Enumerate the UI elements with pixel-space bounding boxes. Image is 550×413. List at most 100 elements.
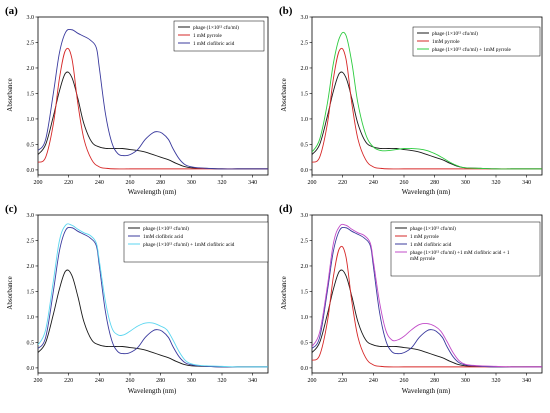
x-tick-label: 340 <box>522 180 531 186</box>
y-tick-label: 1.5 <box>301 289 309 295</box>
x-axis-label: Wavelength (nm) <box>128 387 177 395</box>
legend-box <box>123 221 269 263</box>
x-tick-label: 200 <box>308 180 317 186</box>
series-line <box>312 226 542 368</box>
series-line <box>38 269 268 368</box>
legend-entry: 1 mM pyrrole <box>410 234 440 240</box>
y-tick-label: 1.5 <box>27 91 35 97</box>
y-tick-label: 0.0 <box>301 366 309 372</box>
panel-label: (a) <box>5 5 18 17</box>
legend-entry: phage (1×10¹² cfu/ml) +1 mM clofibric ac… <box>410 249 510 256</box>
x-tick-label: 280 <box>430 378 439 384</box>
x-tick-label: 240 <box>369 378 378 384</box>
y-tick-label: 2.5 <box>27 238 35 244</box>
chart-panel: 200 220 240 260 280 300 320 340 0.0 0.5 1.0 1.5 2.0 2… <box>5 203 269 395</box>
legend-entry: phage (1×10¹² cfu/ml) <box>410 225 456 232</box>
x-tick-label: 260 <box>400 378 409 384</box>
legend-entry: mM pyrrole <box>410 256 436 262</box>
x-axis-label: Wavelength (nm) <box>128 188 177 196</box>
y-tick-label: 3.0 <box>27 213 35 219</box>
legend-entry: phage (1×10¹² cfu/ml) <box>432 30 478 37</box>
y-tick-label: 1.5 <box>301 91 309 97</box>
y-tick-label: 2.0 <box>27 264 35 270</box>
x-tick-label: 300 <box>461 180 470 186</box>
series-line <box>38 71 268 170</box>
y-tick-label: 1.0 <box>301 315 309 321</box>
series-line <box>38 223 268 368</box>
x-tick-label: 260 <box>400 180 409 186</box>
series-line <box>38 28 268 170</box>
legend-entry: 1mM pyrrole <box>432 39 460 45</box>
panel-label: (d) <box>279 203 293 215</box>
x-tick-label: 200 <box>34 378 43 384</box>
legend-box <box>390 221 541 277</box>
y-tick-label: 3.0 <box>301 15 309 21</box>
legend-entry: 1 mM pyrrole <box>193 33 223 39</box>
x-tick-label: 320 <box>218 378 227 384</box>
legend-entry: phage (1×10¹² cfu/ml) + 1mM clofibric ac… <box>143 241 235 248</box>
legend-entry: phage (1×10¹² cfu/ml) <box>143 225 189 232</box>
chart-panel: 200 220 240 260 280 300 320 340 0.0 0.5 1.0 1.5 2.0 2… <box>5 5 269 196</box>
y-tick-label: 0.0 <box>27 366 35 372</box>
panel-label: (b) <box>279 5 293 17</box>
x-tick-label: 280 <box>430 180 439 186</box>
y-tick-label: 1.0 <box>301 117 309 123</box>
y-tick-label: 1.0 <box>27 117 35 123</box>
x-tick-label: 340 <box>522 378 531 384</box>
x-tick-label: 320 <box>492 180 501 186</box>
panel-label: (c) <box>5 203 18 215</box>
plot-frame <box>311 16 543 176</box>
y-tick-label: 0.5 <box>27 142 35 148</box>
y-tick-label: 3.0 <box>27 15 35 21</box>
y-tick-label: 1.5 <box>27 289 35 295</box>
legend-entry: 1 mM clofibric acid <box>410 241 452 248</box>
x-tick-label: 320 <box>218 180 227 186</box>
x-tick-label: 240 <box>95 180 104 186</box>
y-tick-label: 0.0 <box>27 168 35 174</box>
y-tick-label: 0.5 <box>27 340 35 346</box>
legend-box <box>412 26 541 57</box>
x-tick-label: 320 <box>492 378 501 384</box>
y-tick-label: 2.0 <box>301 66 309 72</box>
y-tick-label: 1.0 <box>27 315 35 321</box>
x-tick-label: 200 <box>308 378 317 384</box>
series-line <box>312 245 542 368</box>
x-tick-label: 200 <box>34 180 43 186</box>
legend-entry: phage (1×10¹² cfu/ml) + 1mM pyrrole <box>432 46 512 53</box>
y-tick-label: 2.5 <box>27 40 35 46</box>
series-line <box>312 47 542 170</box>
x-axis-label: Wavelength (nm) <box>402 188 451 196</box>
legend-box <box>173 20 265 52</box>
y-tick-label: 3.0 <box>301 213 309 219</box>
y-tick-label: 0.5 <box>301 142 309 148</box>
y-tick-label: 2.5 <box>301 238 309 244</box>
x-tick-label: 340 <box>248 378 257 384</box>
plot-frame <box>311 214 543 374</box>
series-line <box>38 226 268 368</box>
series-line <box>312 31 542 170</box>
x-tick-label: 280 <box>156 378 165 384</box>
y-tick-label: 0.0 <box>301 168 309 174</box>
y-tick-label: 2.0 <box>27 66 35 72</box>
x-tick-label: 260 <box>126 378 135 384</box>
y-axis-label: Absorbance <box>280 78 288 111</box>
y-axis-label: Absorbance <box>6 276 14 309</box>
plot-frame <box>37 16 269 176</box>
legend-entry: 1 mM clofibric acid <box>193 40 235 47</box>
x-tick-label: 220 <box>338 378 347 384</box>
y-axis-label: Absorbance <box>6 78 14 111</box>
x-tick-label: 240 <box>95 378 104 384</box>
x-tick-label: 300 <box>187 180 196 186</box>
series-line <box>38 47 268 170</box>
x-tick-label: 280 <box>156 180 165 186</box>
chart-panel: 200 220 240 260 280 300 320 340 0.0 0.5 1.0 1.5 2.0 2… <box>279 5 543 196</box>
series-line <box>312 269 542 368</box>
legend-entry: 1mM clofibric acid <box>143 233 183 240</box>
chart-panel: 200 220 240 260 280 300 320 340 0.0 0.5 1.0 1.5 2.0 2… <box>279 203 543 395</box>
y-tick-label: 2.5 <box>301 40 309 46</box>
y-tick-label: 0.5 <box>301 340 309 346</box>
x-tick-label: 220 <box>338 180 347 186</box>
plot-frame <box>37 214 269 374</box>
x-axis-label: Wavelength (nm) <box>402 387 451 395</box>
